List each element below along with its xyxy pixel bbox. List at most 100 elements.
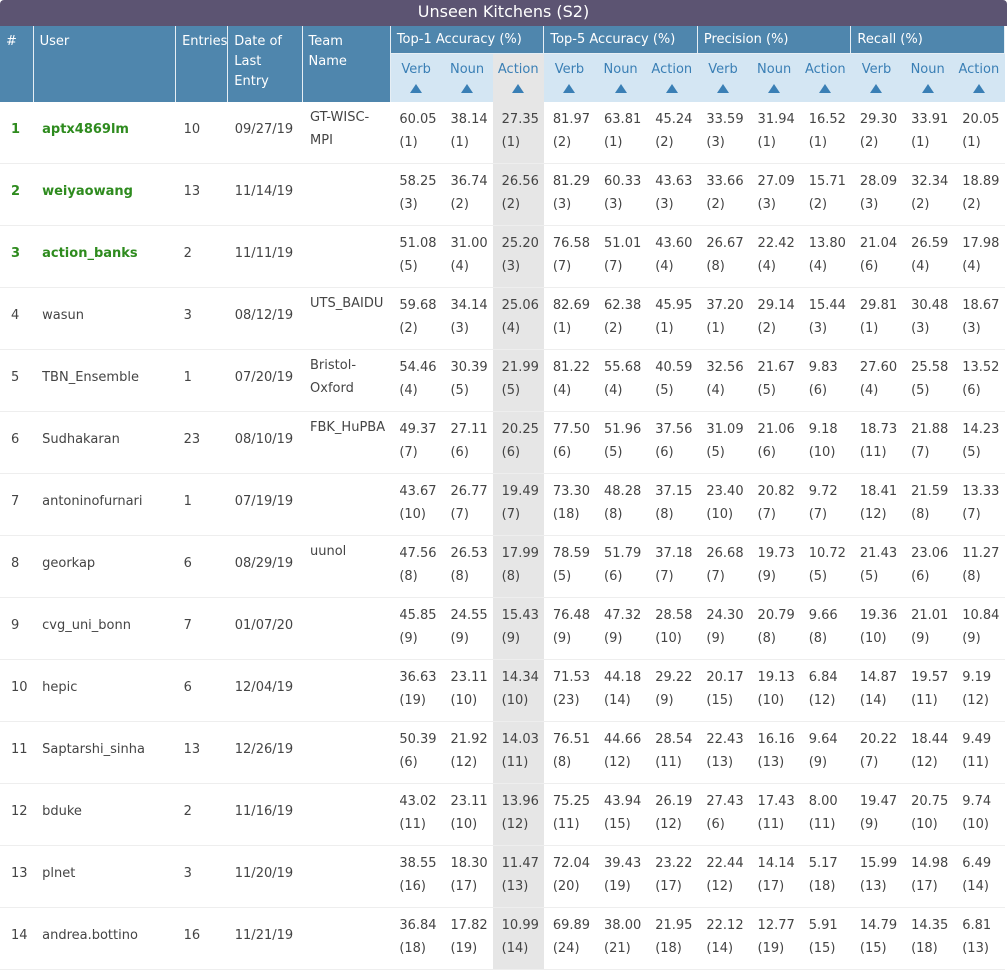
user-cell: georkap <box>33 535 176 598</box>
metric-value: 26.59 <box>911 236 949 251</box>
metric-cell: 19.13 (10) <box>748 659 800 722</box>
team-cell <box>302 845 391 908</box>
header-rank[interactable]: # <box>0 26 34 102</box>
team-cell <box>302 597 391 660</box>
sort-label: Action <box>804 62 846 77</box>
metric-rank: (18) <box>911 941 938 956</box>
metric-cell: 11.27 (8) <box>953 535 1005 598</box>
metric-cell: 44.66 (12) <box>595 721 647 784</box>
sort-precision-verb[interactable]: Verb <box>697 53 749 102</box>
sort-recall-verb[interactable]: Verb <box>850 53 903 102</box>
metric-cell: 38.14 (1) <box>441 102 493 164</box>
team-cell: GT-WISC-MPI <box>302 102 391 164</box>
sort-precision-noun[interactable]: Noun <box>748 53 800 102</box>
metric-rank: (6) <box>757 445 776 460</box>
metric-cell: 39.43 (19) <box>595 845 647 908</box>
user-cell: hepic <box>33 659 176 722</box>
rank-cell: 12 <box>0 783 34 846</box>
metric-cell: 9.19 (12) <box>953 659 1005 722</box>
metric-cell: 13.96 (12) <box>492 783 544 846</box>
entries-cell: 3 <box>175 287 228 350</box>
metric-value: 31.00 <box>450 236 488 251</box>
header-entries[interactable]: Entries <box>175 26 229 102</box>
header-user[interactable]: User <box>33 26 177 102</box>
metric-value: 21.88 <box>911 422 949 437</box>
metric-rank: (10) <box>859 631 887 646</box>
sort-top1-action[interactable]: Action <box>492 53 544 102</box>
table-row: 10 hepic 6 12/04/19 36.63 (19) 23.11 (10) 14.34 (… <box>0 659 1005 722</box>
table-row: 12 bduke 2 11/16/19 43.02 (11) 23.11 (10) 13.96 (… <box>0 783 1005 846</box>
metric-cell: 20.17 (15) <box>697 659 749 722</box>
user-cell: cvg_uni_bonn <box>33 597 176 660</box>
metric-value: 22.42 <box>757 236 795 251</box>
metric-cell: 20.75 (10) <box>902 783 954 846</box>
rank-cell: 1 <box>0 102 34 164</box>
sort-label: Action <box>958 62 1000 77</box>
metric-rank: (3) <box>706 135 725 150</box>
sort-recall-action[interactable]: Action <box>953 53 1005 102</box>
metric-rank: (14) <box>962 879 989 894</box>
metric-cell: 15.99 (13) <box>850 845 903 908</box>
metric-rank: (18) <box>655 941 682 956</box>
metric-cell: 19.73 (9) <box>748 535 800 598</box>
metric-cell: 8.00 (11) <box>799 783 851 846</box>
metric-rank: (12) <box>962 693 989 708</box>
entries-cell: 6 <box>175 659 228 722</box>
metric-value: 26.19 <box>655 794 693 809</box>
date-cell: 07/19/19 <box>227 473 303 536</box>
sort-top1-verb[interactable]: Verb <box>390 53 442 102</box>
metric-value: 76.48 <box>552 608 591 623</box>
entries-cell: 7 <box>175 597 228 660</box>
metric-value: 5.17 <box>808 856 838 871</box>
header-date[interactable]: Date of Last Entry <box>227 26 303 102</box>
sort-top5-noun[interactable]: Noun <box>595 53 647 102</box>
metric-rank: (2) <box>399 321 418 336</box>
metric-value: 25.20 <box>501 236 539 251</box>
metric-cell: 37.15 (8) <box>646 473 698 536</box>
metric-cell: 9.64 (9) <box>799 721 851 784</box>
metric-cell: 23.22 (17) <box>646 845 698 908</box>
metric-value: 18.73 <box>859 422 898 437</box>
metric-rank: (6) <box>604 569 623 584</box>
table-row: 11 Saptarshi_sinha 13 12/26/19 50.39 (6) 21.92… <box>0 721 1005 784</box>
header-team[interactable]: Team Name <box>302 26 391 102</box>
metric-cell: 32.56 (4) <box>697 349 749 412</box>
metric-value: 17.43 <box>757 794 795 809</box>
metric-cell: 51.01 (7) <box>595 225 647 288</box>
metric-value: 29.81 <box>859 298 898 313</box>
metric-value: 14.87 <box>859 670 898 685</box>
metric-cell: 34.14 (3) <box>441 287 493 350</box>
sort-precision-action[interactable]: Action <box>799 53 851 102</box>
sort-top5-action[interactable]: Action <box>646 53 698 102</box>
metric-rank: (19) <box>757 941 785 956</box>
metric-rank: (4) <box>552 383 572 398</box>
metric-cell: 31.94 (1) <box>748 102 800 164</box>
sort-top1-noun[interactable]: Noun <box>441 53 493 102</box>
metric-cell: 11.47 (13) <box>492 845 544 908</box>
metric-value: 44.66 <box>604 732 642 747</box>
metric-value: 5.91 <box>808 918 838 933</box>
metric-cell: 40.59 (5) <box>646 349 698 412</box>
metric-cell: 21.01 (9) <box>902 597 954 660</box>
metric-value: 17.99 <box>501 546 539 561</box>
metric-cell: 63.81 (1) <box>595 102 647 164</box>
metric-cell: 18.30 (17) <box>441 845 493 908</box>
metric-value: 14.98 <box>911 856 949 871</box>
metric-value: 14.35 <box>911 918 949 933</box>
sort-top5-verb[interactable]: Verb <box>543 53 596 102</box>
metric-value: 23.06 <box>911 546 949 561</box>
metric-value: 19.13 <box>757 670 795 685</box>
sort-recall-noun[interactable]: Noun <box>902 53 954 102</box>
metric-rank: (10) <box>450 693 478 708</box>
table-row: 1 aptx4869lm 10 09/27/19 GT-WISC-MPI 60.05 (1)… <box>0 102 1005 164</box>
metric-value: 20.25 <box>501 422 539 437</box>
header-precision: Precision (%) <box>697 26 852 54</box>
metric-cell: 27.60 (4) <box>850 349 903 412</box>
metric-value: 21.06 <box>757 422 795 437</box>
metric-value: 81.29 <box>552 174 591 189</box>
metric-cell: 15.43 (9) <box>492 597 544 660</box>
date-cell: 12/26/19 <box>227 721 303 784</box>
rank-cell: 10 <box>0 659 34 722</box>
metric-value: 36.63 <box>399 670 437 685</box>
metric-rank: (5) <box>859 569 879 584</box>
